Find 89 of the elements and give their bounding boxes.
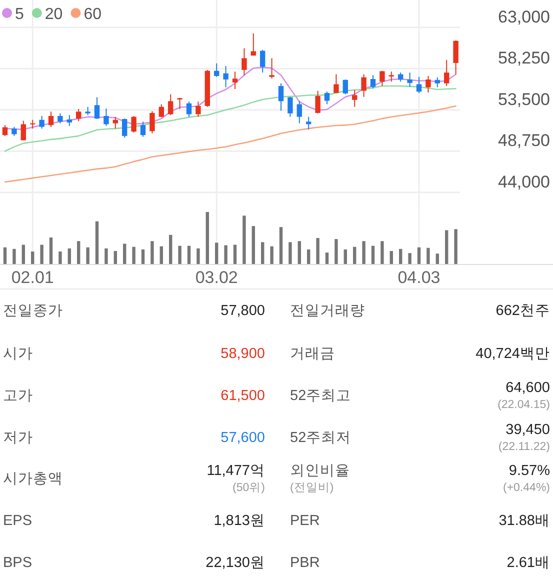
bar: [436, 254, 439, 264]
bar: [132, 246, 136, 264]
bar: [86, 247, 90, 264]
bar: [399, 248, 402, 264]
text: 시가: [3, 346, 33, 362]
bar: [104, 248, 108, 264]
bar: [169, 234, 172, 264]
x-tick-label: 04.03: [398, 268, 440, 287]
text: 39,450 (22.11.22): [498, 422, 550, 453]
bar: [68, 248, 71, 264]
bar: [426, 248, 430, 264]
bar: [196, 248, 200, 264]
bar: [160, 246, 163, 264]
bar: [261, 242, 264, 264]
bar: [49, 237, 53, 264]
text: EPS: [3, 513, 32, 529]
bar: [362, 241, 366, 264]
text: 외인비율 (전일비): [290, 463, 350, 494]
y-tick-label: 53,500: [498, 90, 550, 109]
bar: [187, 246, 191, 264]
bar: [3, 247, 7, 264]
text: 전일거래량: [290, 303, 365, 319]
text: 1,813원: [214, 513, 265, 529]
bar: [12, 248, 16, 264]
bar: [141, 249, 145, 264]
legend-label: 20: [44, 6, 63, 23]
bar: [417, 247, 421, 264]
bar: [344, 249, 347, 264]
text: 전일종가: [3, 303, 63, 319]
text: 64,600 (22.04.15): [498, 380, 550, 411]
y-tick-label: 44,000: [498, 172, 550, 192]
text: 52주최고: [290, 388, 352, 404]
bar: [233, 244, 237, 264]
bar: [123, 244, 126, 264]
y-tick-label: 63,000: [498, 7, 550, 26]
text: 662천주: [496, 303, 550, 319]
bar: [325, 252, 329, 264]
bar: [58, 252, 62, 264]
text: 거래금: [290, 346, 335, 362]
bar: [206, 212, 209, 264]
bar: [178, 246, 182, 264]
text: PER: [290, 513, 320, 529]
text: 61,500: [220, 388, 265, 404]
bar: [380, 241, 384, 264]
bar: [31, 252, 34, 264]
legend-label: 5: [15, 6, 24, 23]
bar: [114, 251, 117, 264]
text: 시가총액: [3, 471, 63, 487]
y-tick-label: 48,750: [498, 131, 550, 150]
bar: [445, 230, 448, 264]
bar: [150, 241, 154, 264]
text: PBR: [290, 555, 320, 571]
bar: [215, 242, 218, 264]
text: 57,800: [220, 303, 265, 319]
text: 11,477억 (50위): [206, 463, 266, 494]
bar: [408, 253, 412, 264]
bar: [40, 244, 44, 264]
bar: [279, 227, 283, 264]
text: 40,724백만: [476, 346, 550, 362]
x-tick-label: 02.01: [11, 268, 54, 287]
legend-label: 60: [84, 6, 102, 23]
text: 52주최저: [290, 430, 352, 446]
text: 저가: [3, 430, 33, 446]
text: 2.61배: [506, 555, 550, 571]
bar: [224, 245, 228, 264]
text: BPS: [3, 555, 32, 571]
text: 9.57% (+0.44%): [503, 463, 550, 494]
bar: [298, 241, 301, 264]
bar: [390, 251, 393, 264]
bar: [307, 249, 310, 264]
text: 57,600: [220, 430, 265, 446]
bar: [252, 226, 255, 264]
bar: [353, 246, 356, 264]
bar: [95, 221, 99, 264]
bar: [454, 229, 458, 264]
bar: [77, 241, 80, 264]
text: 31.88배: [498, 513, 550, 529]
bar: [316, 238, 320, 264]
bar: [242, 216, 246, 264]
text: 22,130원: [206, 555, 265, 571]
bar: [288, 242, 292, 264]
text: 고가: [3, 388, 33, 404]
x-tick-label: 03.02: [195, 268, 238, 287]
y-tick-label: 58,250: [498, 48, 550, 68]
bar: [371, 246, 375, 264]
bar: [334, 239, 338, 264]
bar: [22, 244, 25, 264]
text: 58,900: [220, 346, 265, 362]
bar: [270, 246, 274, 264]
